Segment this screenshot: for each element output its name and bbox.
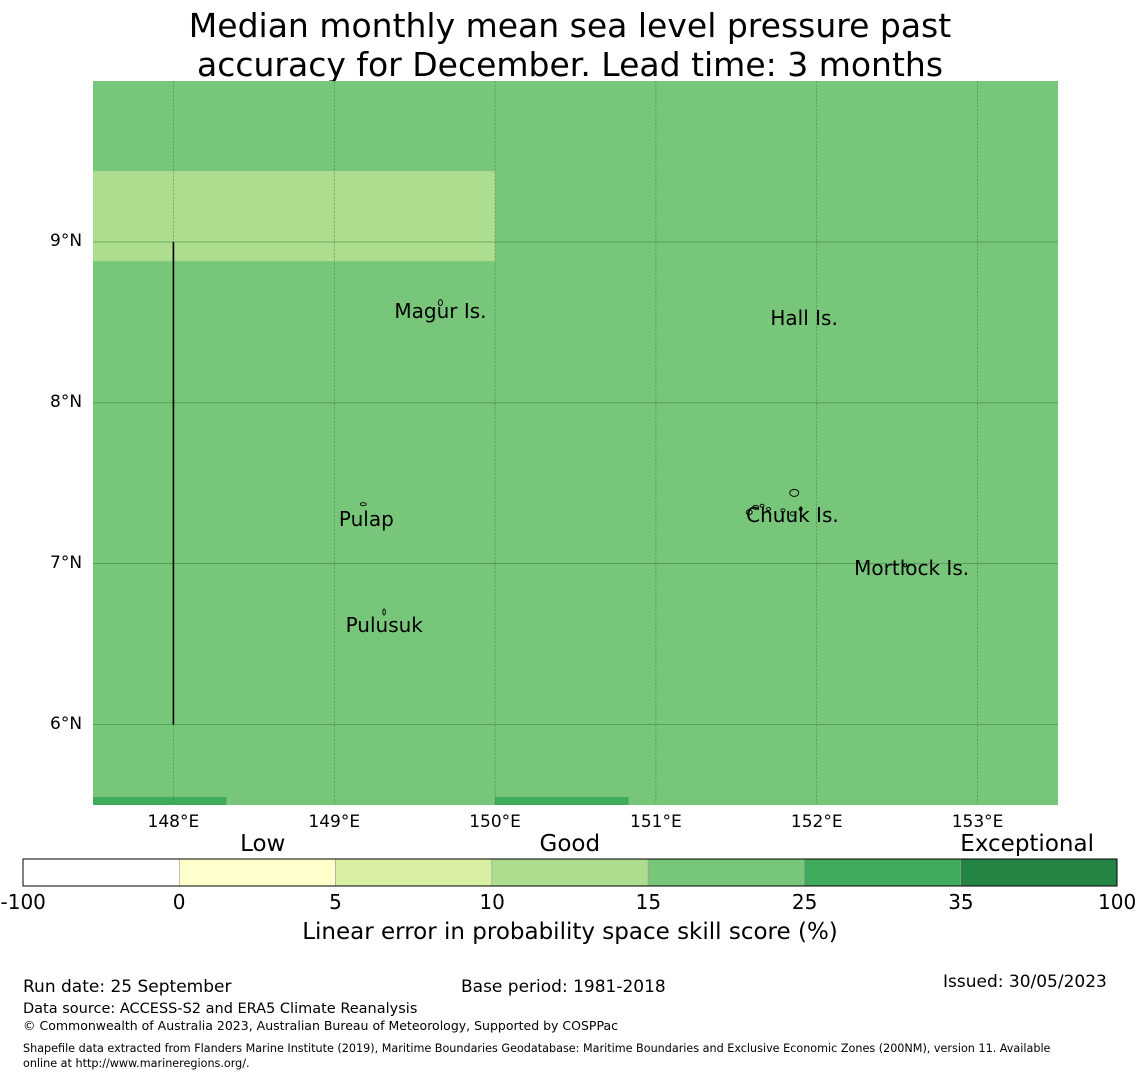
lat-tick-label: 8°N xyxy=(50,391,83,412)
island-outline-3 xyxy=(789,488,800,497)
colorbar-segment-5 xyxy=(804,858,962,887)
data-source: Data source: ACCESS-S2 and ERA5 Climate … xyxy=(23,1001,418,1017)
colorbar-segment-6 xyxy=(960,858,1118,887)
skill-cell-2 xyxy=(495,796,629,805)
lon-tick-label: 152°E xyxy=(790,812,843,832)
lon-tick-label: 148°E xyxy=(147,812,200,832)
island-outline-5 xyxy=(745,509,753,516)
island-outline-11 xyxy=(903,563,908,568)
lat-tick-label: 9°N xyxy=(50,230,83,251)
lon-tick-label: 150°E xyxy=(469,812,521,832)
lon-tick-label: 153°E xyxy=(951,812,1004,832)
skill-cell-0 xyxy=(93,171,496,262)
colorbar-tick-label: -100 xyxy=(0,890,46,914)
island-outline-4 xyxy=(752,504,760,510)
base-period: Base period: 1981-2018 xyxy=(461,977,666,997)
colorbar-segment-2 xyxy=(335,858,493,887)
issued-date: Issued: 30/05/2023 xyxy=(943,972,1107,992)
colorbar-tick-label: 0 xyxy=(172,890,186,914)
colorbar-title: Linear error in probability space skill … xyxy=(302,919,838,945)
island-outline-8 xyxy=(789,511,796,517)
place-label: Pulusuk xyxy=(345,612,423,637)
colorbar-tick-label: 10 xyxy=(479,890,505,914)
lat-tick-label: 7°N xyxy=(50,552,83,573)
place-label: Mortlock Is. xyxy=(854,556,970,581)
colorbar-segment-3 xyxy=(491,858,649,887)
island-outline-9 xyxy=(798,507,803,511)
island-outline-2 xyxy=(382,608,386,616)
island-outline-6 xyxy=(766,507,771,511)
map-title: Median monthly mean sea level pressure p… xyxy=(0,6,1140,84)
island-outline-10 xyxy=(759,503,765,508)
island-outline-1 xyxy=(359,502,367,507)
run-date: Run date: 25 September xyxy=(23,977,232,997)
place-label: Chuuk Is. xyxy=(746,503,839,528)
colorbar-tick-label: 25 xyxy=(791,890,818,914)
lon-tick-label: 151°E xyxy=(630,812,682,832)
shapefile-credit-line-2: online at http://www.marineregions.org/. xyxy=(23,1057,250,1070)
colorbar-segment-1 xyxy=(178,858,336,887)
colorbar-segment-4 xyxy=(647,858,805,887)
colorbar-tick-label: 5 xyxy=(329,890,342,914)
island-outline-0 xyxy=(437,299,443,307)
colorbar-category-label: Good xyxy=(539,831,601,857)
lat-tick-label: 6°N xyxy=(50,713,83,734)
colorbar-tick-label: 15 xyxy=(635,890,662,914)
place-label: Hall Is. xyxy=(770,305,838,330)
map-plot xyxy=(93,81,1058,805)
colorbar-tick-label: 100 xyxy=(1098,890,1137,914)
colorbar-category-label: Low xyxy=(240,831,286,857)
lon-tick-label: 149°E xyxy=(308,812,361,832)
copyright: © Commonwealth of Australia 2023, Austra… xyxy=(23,1018,618,1033)
title-line-2: accuracy for December. Lead time: 3 mont… xyxy=(196,45,944,84)
colorbar-segment-0 xyxy=(22,858,180,887)
shapefile-credit-line-1: Shapefile data extracted from Flanders M… xyxy=(23,1042,1051,1055)
skill-cell-1 xyxy=(93,796,227,805)
title-line-1: Median monthly mean sea level pressure p… xyxy=(188,6,952,45)
colorbar-tick-label: 35 xyxy=(948,890,974,914)
colorbar-category-label: Exceptional xyxy=(960,831,1094,857)
colorbar-frame xyxy=(22,858,1118,887)
place-label: Pulap xyxy=(338,506,394,531)
island-outline-7 xyxy=(780,508,786,513)
place-label: Magur Is. xyxy=(394,299,487,324)
